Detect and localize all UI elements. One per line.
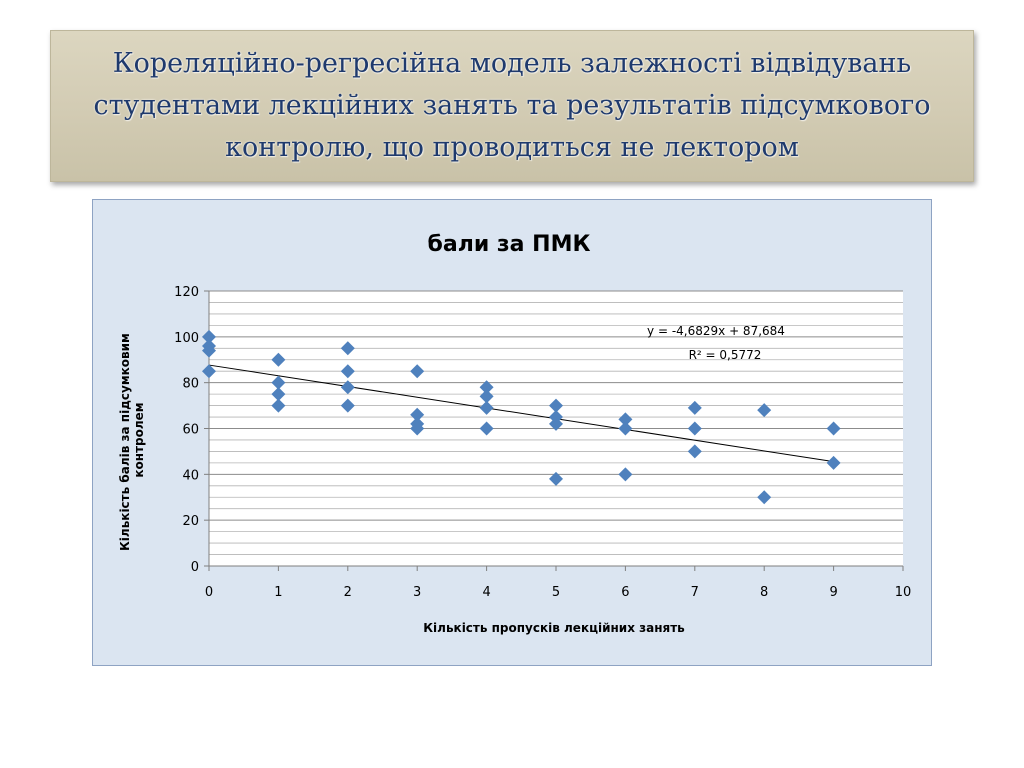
x-tick-label: 6 (621, 585, 629, 600)
data-point (687, 444, 702, 459)
data-point (549, 416, 563, 431)
r-squared-label: R² = 0,5772 (689, 348, 762, 362)
data-point (826, 421, 841, 436)
data-point (687, 421, 702, 436)
y-tick-label: 20 (182, 514, 199, 529)
data-point (410, 364, 425, 379)
x-tick-label: 5 (552, 585, 560, 600)
y-axis-label: Кількість балів за підсумковим контролем (118, 329, 146, 551)
x-tick-label: 0 (205, 585, 213, 600)
data-point (410, 407, 425, 422)
data-point (202, 343, 216, 358)
data-point (757, 403, 772, 418)
x-tick-label: 8 (760, 585, 768, 600)
data-point (271, 375, 286, 390)
data-point (271, 352, 286, 367)
chart-title: бали за ПМК (428, 232, 591, 257)
data-point (826, 455, 841, 470)
data-point (618, 421, 633, 436)
data-point (410, 421, 425, 436)
chart-area: бали за ПМК 0 20 40 60 80 100 120 0 1 2 3 4 5 6 7 8 9 10… (92, 199, 932, 666)
data-points (202, 329, 841, 505)
y-axis-label-line-2: контролем (132, 402, 146, 477)
y-axis-label-line-1: Кількість балів за підсумковим (118, 333, 132, 551)
data-point (340, 380, 355, 395)
trendline-group (208, 364, 834, 463)
y-tick-label: 60 (182, 423, 199, 438)
y-tick-label: 100 (174, 331, 199, 346)
data-point (271, 387, 286, 402)
x-tick-label: 2 (344, 585, 352, 600)
data-point (479, 421, 494, 436)
data-point (618, 467, 633, 482)
slide-title: Кореляційно-регресійна модель залежності… (93, 48, 931, 163)
y-tick-label: 120 (174, 285, 199, 300)
x-tick-label: 4 (482, 585, 490, 600)
x-tick-label: 10 (895, 585, 912, 600)
data-point (202, 329, 216, 344)
data-point (479, 380, 494, 395)
data-point (271, 398, 286, 413)
data-point (340, 341, 355, 356)
data-point (549, 471, 563, 486)
x-tick-label: 1 (274, 585, 282, 600)
data-point (340, 398, 355, 413)
data-point (757, 490, 772, 505)
x-axis-label: Кількість пропусків лекційних занять (423, 621, 685, 635)
chart-gridlines (209, 290, 903, 566)
y-tick-label: 40 (182, 468, 199, 483)
data-point (687, 400, 702, 415)
trendline (208, 364, 834, 463)
y-tick-label: 0 (191, 560, 199, 575)
data-point (549, 398, 563, 413)
x-tick-label: 7 (691, 585, 699, 600)
regression-equation: y = -4,6829x + 87,684 (647, 324, 785, 338)
x-tick-label: 9 (829, 585, 837, 600)
y-axis-tick-labels: 0 20 40 60 80 100 120 (174, 285, 199, 575)
data-point (618, 412, 633, 427)
scatter-chart: бали за ПМК 0 20 40 60 80 100 120 0 1 2 3 4 5 6 7 8 9 10… (118, 232, 911, 635)
data-point (479, 400, 494, 415)
data-point (479, 389, 494, 404)
y-tick-label: 80 (182, 377, 199, 392)
data-point (340, 364, 355, 379)
data-point (202, 364, 216, 379)
slide-title-banner: Кореляційно-регресійна модель залежності… (50, 30, 974, 182)
x-tick-label: 3 (413, 585, 421, 600)
x-axis-tick-labels: 0 1 2 3 4 5 6 7 8 9 10 (205, 585, 911, 600)
